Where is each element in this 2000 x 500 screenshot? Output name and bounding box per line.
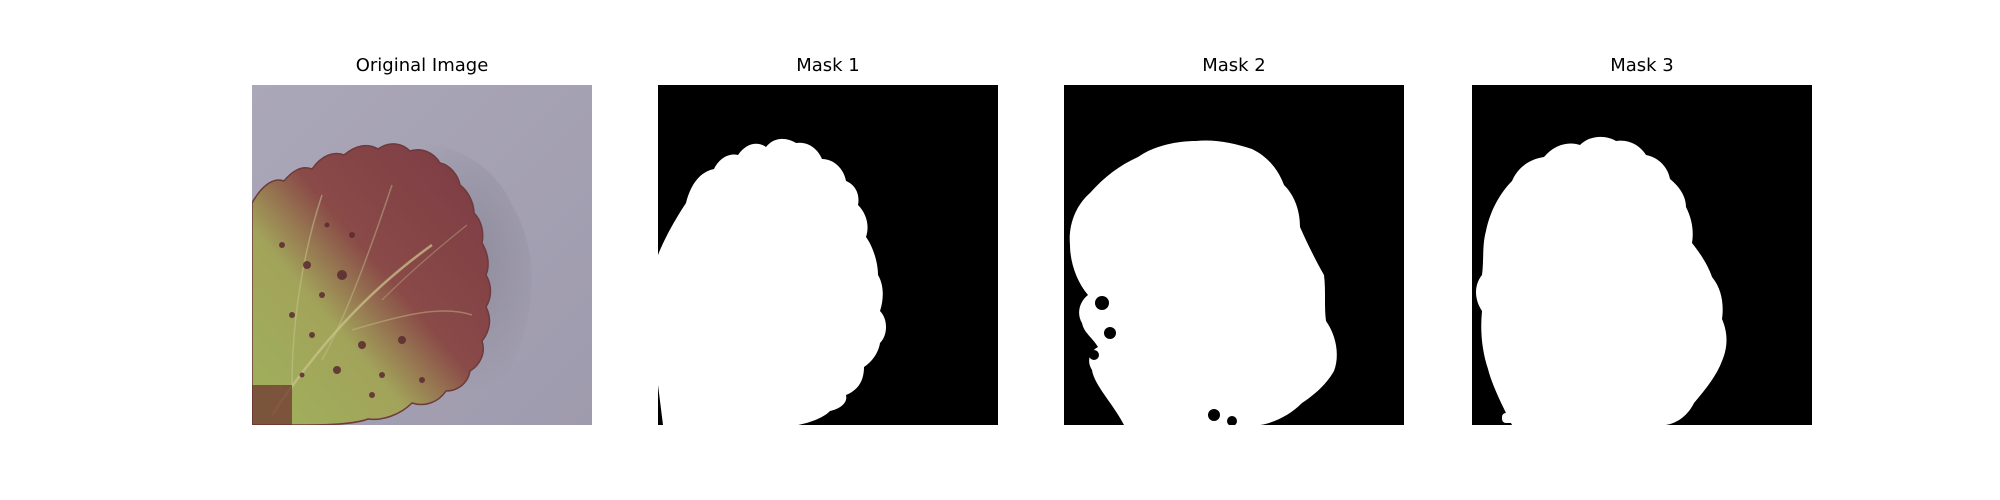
mask-foreground <box>1476 136 1727 425</box>
mask-foreground <box>658 138 886 425</box>
mask-foreground <box>1069 140 1337 425</box>
panel-title: Mask 1 <box>796 55 860 76</box>
mask-3-image <box>1472 85 1812 425</box>
panel-title: Original Image <box>355 55 489 76</box>
panel-title: Mask 2 <box>1202 55 1266 76</box>
original-image <box>252 85 592 425</box>
mask-1-image <box>658 85 998 425</box>
leaf <box>252 143 492 425</box>
mask-holes <box>1089 296 1237 425</box>
leaf-spots <box>279 222 425 398</box>
mask-2-image <box>1064 85 1404 425</box>
panel-title: Mask 3 <box>1610 55 1674 76</box>
